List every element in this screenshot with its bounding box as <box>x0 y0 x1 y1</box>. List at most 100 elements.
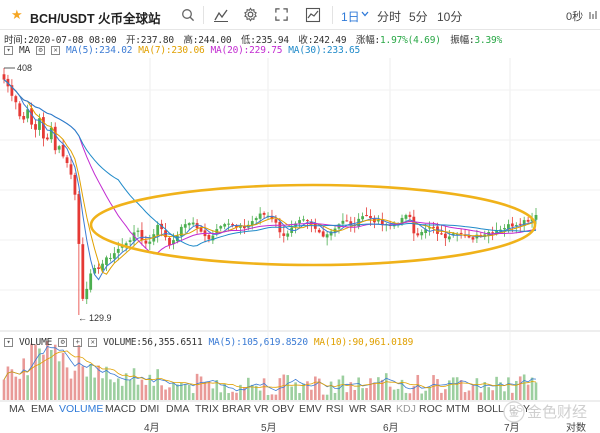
favorite-star-icon[interactable]: ★ <box>11 7 23 22</box>
candle-body <box>420 232 424 236</box>
ma-settings-icon[interactable]: ⚙ <box>36 46 46 55</box>
volume-bar <box>475 378 479 400</box>
volume-bar <box>499 382 502 400</box>
candle-body <box>361 216 365 220</box>
volume-bar <box>168 387 171 400</box>
candle-body <box>262 212 266 215</box>
indicator-obv[interactable]: OBV <box>272 403 295 415</box>
indicator-dmi[interactable]: DMI <box>140 403 160 415</box>
volume-bar <box>211 388 215 400</box>
low-marker: ← 129.9 <box>78 313 112 323</box>
candle-body <box>317 229 321 233</box>
volume-bar <box>404 392 408 400</box>
ma30-line <box>3 79 537 247</box>
volume-bar <box>526 384 530 400</box>
indicator-dma[interactable]: DMA <box>166 403 190 415</box>
indicator-roc[interactable]: ROC <box>419 403 443 415</box>
volume-bar <box>160 385 163 400</box>
volume-bar <box>26 375 29 400</box>
volume-collapse-icon[interactable]: ▾ <box>4 338 13 347</box>
compare-chart-icon[interactable] <box>305 7 321 23</box>
period-5min-button[interactable]: 5分 <box>409 10 428 24</box>
volume-bar <box>333 392 337 400</box>
period-1d-button[interactable]: 1日 <box>341 10 360 24</box>
volume-bar <box>459 380 463 400</box>
indicator-boll[interactable]: BOLL <box>477 403 504 415</box>
volume-bar <box>377 377 380 400</box>
indicator-rsi[interactable]: RSI <box>326 403 344 415</box>
indicator-emv[interactable]: EMV <box>299 403 322 415</box>
volume-bar <box>436 379 439 400</box>
candle-body <box>45 137 49 140</box>
candle-body <box>187 223 191 226</box>
volume-bar <box>463 392 467 400</box>
chart-grid <box>0 58 600 400</box>
volume-bar <box>10 369 14 400</box>
indicator-kdj[interactable]: KDJ <box>396 403 416 415</box>
candle-body <box>432 226 435 228</box>
candle-body <box>175 235 179 242</box>
indicator-wr[interactable]: WR <box>349 403 367 415</box>
volume-legend: ▾ VOLUME ⚙ + ✕ VOLUME:56,355.6511 MA(5):… <box>4 337 413 348</box>
indicator-vr[interactable]: VR <box>254 403 269 415</box>
volume-bar <box>109 379 112 400</box>
volume-bar <box>207 381 211 400</box>
log-scale-toggle[interactable]: 对数 <box>566 423 586 433</box>
chart-type-icon[interactable] <box>213 7 229 23</box>
indicator-trix[interactable]: TRIX <box>195 403 219 415</box>
candle-body <box>57 146 61 150</box>
candle-body <box>14 96 18 103</box>
ma5-line <box>3 79 537 281</box>
volume-bar <box>341 375 345 400</box>
candle-body <box>321 231 325 237</box>
volume-bar <box>124 373 128 400</box>
chevron-down-icon[interactable] <box>361 11 369 17</box>
ma20-line <box>3 79 537 255</box>
volume-bar <box>471 385 475 400</box>
volume-bar <box>69 378 73 400</box>
volume-bar <box>349 382 353 400</box>
fullscreen-icon[interactable] <box>274 7 289 22</box>
indicator-brar[interactable]: BRAR <box>222 403 252 415</box>
ma-close-icon[interactable]: ✕ <box>51 46 61 55</box>
candle-body <box>510 223 514 227</box>
candle-body <box>507 224 510 229</box>
volume-bar <box>373 382 376 400</box>
volume-bar <box>491 390 494 400</box>
indicator-volume[interactable]: VOLUME <box>59 403 104 415</box>
date-label-jul: 7月 <box>504 423 520 433</box>
volume-bar <box>89 363 92 400</box>
settings-gear-icon[interactable] <box>243 7 258 22</box>
candle-body <box>325 234 329 238</box>
volume-bar <box>164 389 167 400</box>
volume-bar <box>199 376 203 400</box>
collapse-icon[interactable]: ▾ <box>4 46 13 55</box>
period-10min-button[interactable]: 10分 <box>437 10 463 24</box>
indicator-sar[interactable]: SAR <box>370 403 392 415</box>
volume-add-icon[interactable]: + <box>73 338 83 347</box>
period-timeshare-button[interactable]: 分时 <box>377 10 402 24</box>
candle-body <box>191 222 195 225</box>
ma-legend: ▾ MA ⚙ ✕ MA(5):234.02 MA(7):230.06 MA(20… <box>4 45 360 56</box>
volume-bar <box>152 385 156 400</box>
volume-close-icon[interactable]: ✕ <box>88 338 98 347</box>
indicator-mtm[interactable]: MTM <box>446 403 470 415</box>
candle-body <box>34 124 37 130</box>
volume-bar <box>357 377 360 400</box>
volume-bar <box>314 376 317 400</box>
candle-body <box>65 157 69 164</box>
consolidation-ellipse <box>89 183 537 267</box>
volume-bar <box>65 367 69 400</box>
indicator-ma[interactable]: MA <box>9 403 25 415</box>
menu-icon[interactable] <box>588 10 598 20</box>
search-icon[interactable] <box>181 8 195 22</box>
toolbar: ★ BCH/USDT 火币全球站 1日 分时 5分 10分 0秒 <box>0 0 600 30</box>
volume-bar <box>203 382 207 400</box>
indicator-ema[interactable]: EMA <box>31 403 54 415</box>
candle-body <box>242 226 246 229</box>
indicator-macd[interactable]: MACD <box>105 403 136 415</box>
volume-settings-icon[interactable]: ⚙ <box>58 338 68 347</box>
ma20-value: MA(20):229.75 <box>210 45 283 56</box>
volume-bar <box>432 375 435 400</box>
